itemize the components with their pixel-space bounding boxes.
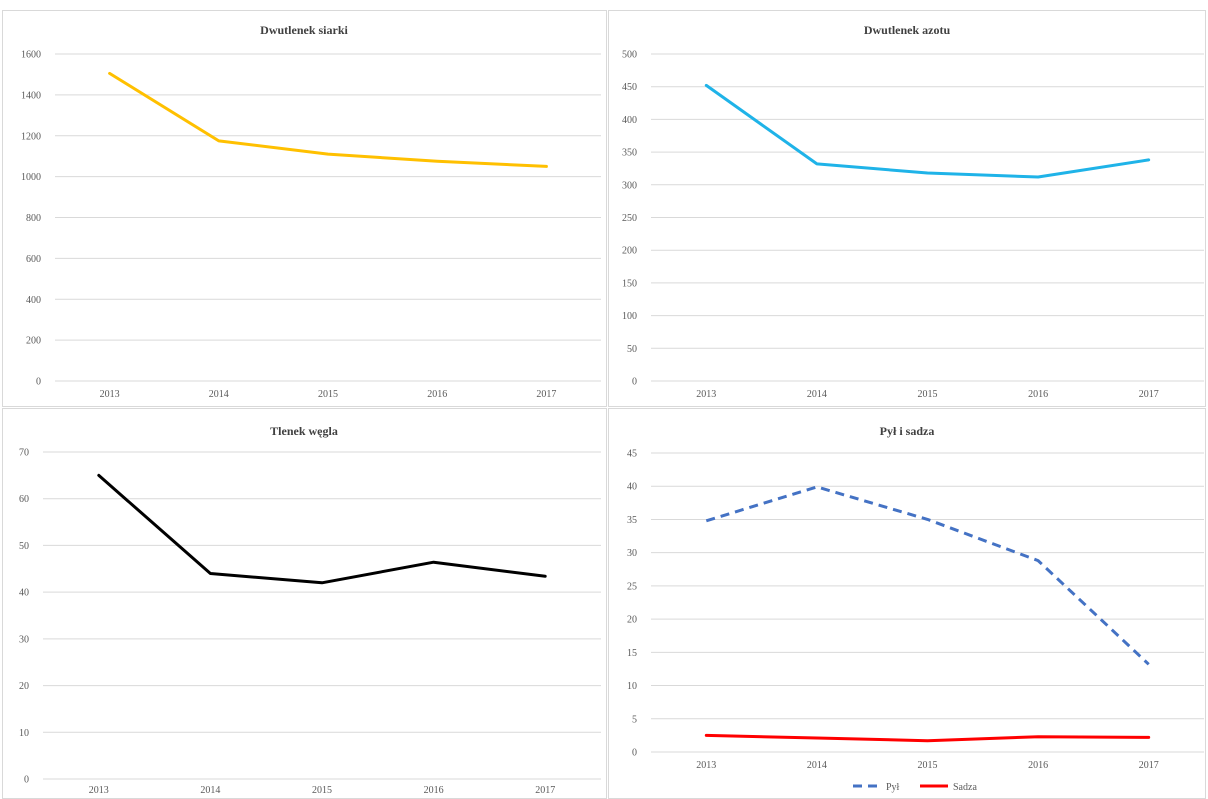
x-tick-label: 2014 (200, 785, 220, 796)
x-tick-label: 2016 (424, 785, 444, 796)
x-tick-label: 2015 (312, 785, 332, 796)
y-tick-label: 0 (632, 748, 637, 759)
chart-panel-nitrogen-dioxide: Dwutlenek azotu 0 50 100 150 200 250 300 350 400… (608, 10, 1206, 407)
chart-panel-dust-and-soot: Pył i sadza 0 5 10 15 20 25 30 35 40 45 2013 2014 20… (608, 408, 1206, 799)
chart-svg: Tlenek węgla 0 10 20 30 40 50 60 70 2013 2014 2015… (19, 424, 601, 796)
y-tick-label: 450 (622, 82, 637, 93)
series-line (108, 71, 548, 168)
series-line (704, 733, 1151, 743)
y-tick-label: 20 (19, 681, 29, 692)
x-tick-label: 2016 (1028, 760, 1048, 771)
chart-title: Dwutlenek siarki (260, 23, 348, 37)
y-tick-label: 800 (26, 213, 41, 224)
y-tick-label: 0 (36, 377, 41, 388)
y-tick-label: 40 (627, 482, 637, 493)
y-tick-label: 15 (627, 648, 637, 659)
chart-svg: Pył i sadza 0 5 10 15 20 25 30 35 40 45 2013 2014 20… (627, 424, 1204, 793)
x-tick-label: 2013 (89, 785, 109, 796)
legend-label: Sadza (953, 782, 977, 793)
y-tick-label: 1600 (21, 50, 41, 61)
y-tick-label: 10 (627, 681, 637, 692)
y-tick-label: 150 (622, 278, 637, 289)
chart-panel-sulfur-dioxide: Dwutlenek siarki 0 200 400 600 800 1000 1200 14… (2, 10, 607, 407)
x-tick-label: 2016 (1028, 389, 1048, 400)
y-tick-label: 5 (632, 714, 637, 725)
series-line (704, 83, 1151, 179)
chart-title: Dwutlenek azotu (864, 23, 951, 37)
x-tick-label: 2017 (1139, 760, 1159, 771)
x-tick-label: 2014 (807, 389, 827, 400)
x-tick-label: 2017 (1139, 389, 1159, 400)
y-tick-label: 60 (19, 494, 29, 505)
series-line (705, 485, 1150, 666)
y-tick-label: 200 (622, 246, 637, 257)
x-tick-label: 2015 (918, 389, 938, 400)
y-tick-label: 250 (622, 213, 637, 224)
y-tick-label: 45 (627, 449, 637, 460)
y-tick-label: 200 (26, 336, 41, 347)
x-tick-label: 2013 (696, 760, 716, 771)
chart-svg: Dwutlenek siarki 0 200 400 600 800 1000 1200 14… (21, 23, 601, 400)
chart-svg: Dwutlenek azotu 0 50 100 150 200 250 300 350 400… (622, 23, 1204, 400)
x-tick-label: 2013 (100, 389, 120, 400)
y-tick-label: 300 (622, 180, 637, 191)
x-tick-label: 2015 (318, 389, 338, 400)
y-tick-label: 1000 (21, 172, 41, 183)
y-tick-label: 500 (622, 50, 637, 61)
chart-title: Tlenek węgla (270, 424, 338, 438)
y-tick-label: 30 (19, 634, 29, 645)
x-tick-label: 2017 (536, 389, 556, 400)
chart-panel-carbon-monoxide: Tlenek węgla 0 10 20 30 40 50 60 70 2013 2014 2015… (2, 408, 607, 799)
y-tick-label: 600 (26, 254, 41, 265)
y-tick-label: 35 (627, 515, 637, 526)
y-tick-label: 50 (19, 541, 29, 552)
y-tick-label: 0 (632, 377, 637, 388)
x-tick-label: 2014 (807, 760, 827, 771)
x-tick-label: 2016 (427, 389, 447, 400)
y-tick-label: 400 (26, 295, 41, 306)
y-tick-label: 1400 (21, 90, 41, 101)
x-tick-label: 2017 (535, 785, 555, 796)
y-tick-label: 350 (622, 148, 637, 159)
x-tick-label: 2013 (696, 389, 716, 400)
y-tick-label: 50 (627, 344, 637, 355)
y-tick-label: 25 (627, 581, 637, 592)
series-line (97, 473, 547, 585)
chart-title: Pył i sadza (880, 424, 935, 438)
y-tick-label: 20 (627, 615, 637, 626)
x-tick-label: 2014 (209, 389, 229, 400)
y-tick-label: 1200 (21, 131, 41, 142)
y-tick-label: 30 (627, 548, 637, 559)
y-tick-label: 70 (19, 448, 29, 459)
y-tick-label: 0 (24, 775, 29, 786)
x-tick-label: 2015 (918, 760, 938, 771)
y-tick-label: 400 (622, 115, 637, 126)
y-tick-label: 40 (19, 588, 29, 599)
legend-label: Pył (886, 782, 900, 793)
y-tick-label: 10 (19, 728, 29, 739)
y-tick-label: 100 (622, 311, 637, 322)
